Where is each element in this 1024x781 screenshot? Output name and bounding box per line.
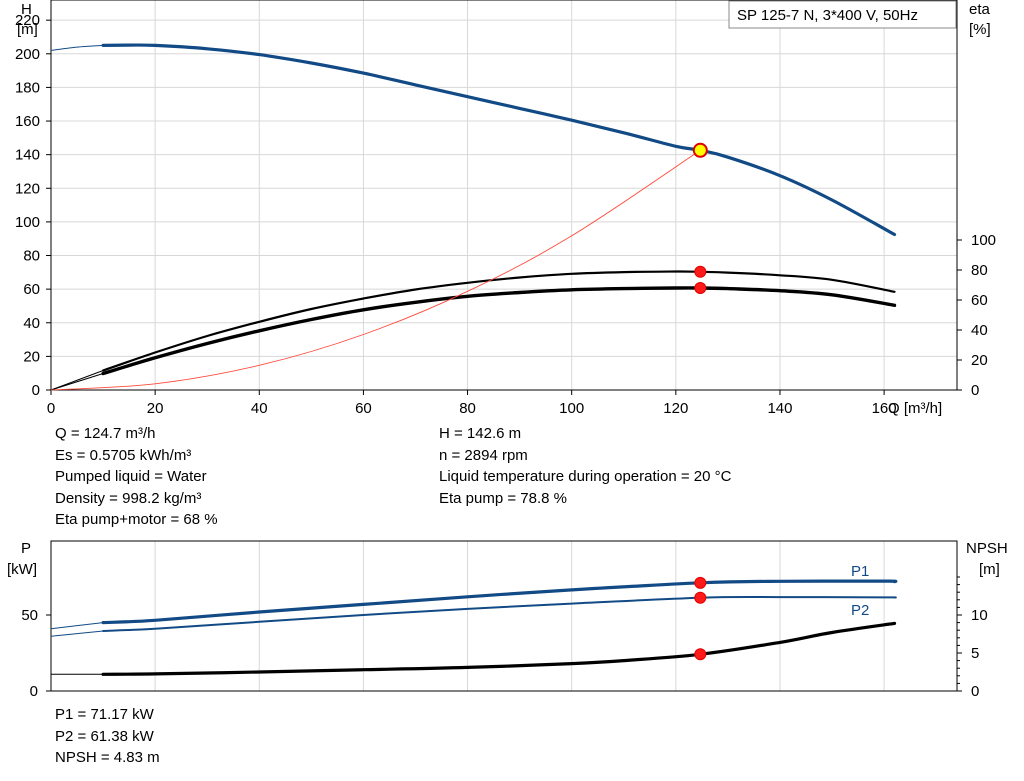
npsh-axis-unit: [m]: [979, 561, 1000, 578]
readout-pumped-liquid: Pumped liquid = Water: [55, 468, 207, 485]
flow-tick-label: 160: [872, 400, 897, 417]
readout-specific-energy: Es = 0.5705 kWh/m³: [55, 446, 192, 464]
power-chart-series: [50, 579, 898, 676]
eta-tick-label: 80: [971, 262, 988, 279]
head-chart-ticks: 0 20 40 60 80 100 120 140 160 0 20 40 60 80 100 120 140 1…: [15, 12, 996, 417]
eta-pump-motor-curve-extrapolated: [50, 373, 104, 391]
head-chart-grid: [50, 0, 957, 391]
power-tick-label: 50: [21, 607, 38, 624]
eta-tick-label: 20: [971, 352, 988, 369]
p1-curve-label: P1: [851, 563, 869, 580]
head-chart-frame: [50, 0, 958, 391]
power-tick-label: 0: [30, 683, 38, 700]
flow-axis-label: Q [m³/h]: [888, 400, 942, 417]
system-curve: [50, 149, 701, 391]
p2-curve: [102, 595, 897, 632]
head-chart-series: [50, 43, 897, 391]
npsh-tick-label: 10: [971, 607, 988, 624]
head-curve-extrapolated: [50, 44, 104, 51]
flow-tick-label: 80: [459, 400, 476, 417]
head-axis-label: H: [21, 1, 32, 18]
flow-tick-label: 120: [663, 400, 688, 417]
chart-title-box: [728, 0, 957, 29]
p1-curve: [101, 579, 898, 625]
flow-tick-label: 60: [355, 400, 372, 417]
readout-eta-pump: Eta pump = 78.8 %: [439, 489, 567, 507]
readout-bottom: P1 = 71.17 kW P2 = 61.38 kW NPSH = 4.83 …: [55, 704, 160, 769]
flow-tick-label: 20: [147, 400, 164, 417]
power-duty-point-marker: [694, 648, 707, 661]
readout-right: H = 142.6 m n = 2894 rpm Liquid temperat…: [439, 423, 731, 509]
flow-tick-label: 40: [251, 400, 268, 417]
readout-left: Q = 124.7 m³/h Es = 0.5705 kWh/m³ Pumped…: [55, 423, 218, 531]
power-axis-label: P: [21, 540, 31, 557]
p1-curve-extrapolated: [50, 622, 104, 630]
head-tick-label: 160: [15, 113, 40, 130]
npsh-tick-label: 0: [971, 683, 979, 700]
readout-npsh: NPSH = 4.83 m: [55, 749, 160, 766]
readout-density: Density = 998.2 kg/m³: [55, 489, 202, 507]
readout-head: H = 142.6 m: [439, 425, 522, 442]
flow-tick-label: 0: [47, 400, 55, 417]
head-tick-label: 220: [15, 12, 40, 29]
eta-axis-unit: [%]: [969, 21, 991, 38]
power-axis-unit: [kW]: [7, 561, 37, 578]
readout-flow: Q = 124.7 m³/h: [55, 425, 156, 442]
readout-eta-pump-motor: Eta pump+motor = 68 %: [55, 511, 218, 528]
chart-title: SP 125-7 N, 3*400 V, 50Hz: [737, 7, 918, 24]
flow-tick-label: 140: [767, 400, 792, 417]
eta-tick-label: 0: [971, 382, 979, 399]
head-tick-label: 0: [32, 382, 40, 399]
eta-tick-label: 60: [971, 292, 988, 309]
readout-p1: P1 = 71.17 kW: [55, 706, 154, 723]
p2-curve-label: P2: [851, 602, 869, 619]
npsh-axis-label: NPSH: [966, 540, 1008, 557]
power-chart-ticks: 0 50 0 5 10: [21, 576, 988, 700]
eta-tick-label: 100: [971, 232, 996, 249]
flow-tick-label: 100: [559, 400, 584, 417]
eta-axis-label: eta: [969, 1, 991, 18]
head-tick-label: 40: [23, 315, 40, 332]
readout-speed: n = 2894 rpm: [439, 446, 528, 464]
head-tick-label: 200: [15, 46, 40, 63]
power-chart-frame: [50, 540, 958, 692]
readout-p2: P2 = 61.38 kW: [55, 727, 154, 745]
head-tick-label: 60: [23, 281, 40, 298]
head-tick-label: 80: [23, 248, 40, 265]
eta-tick-label: 40: [971, 322, 988, 339]
eta-duty-point-marker: [694, 265, 707, 278]
eta-pump-motor-curve: [101, 286, 897, 376]
npsh-tick-label: 5: [971, 645, 979, 662]
head-tick-label: 120: [15, 180, 40, 197]
eta-pump-curve: [102, 270, 896, 372]
head-tick-label: 100: [15, 214, 40, 231]
p2-curve-extrapolated: [50, 630, 104, 637]
power-duty-point-marker: [694, 591, 707, 604]
head-curve: [101, 43, 897, 237]
head-axis-unit: [m]: [17, 21, 38, 38]
power-duty-point-marker: [694, 576, 707, 589]
head-tick-label: 20: [23, 348, 40, 365]
npsh-curve: [101, 621, 897, 676]
operating-points: [692, 142, 708, 661]
head-tick-label: 140: [15, 147, 40, 164]
eta-duty-point-marker: [694, 282, 707, 294]
readout-liquid-temperature: Liquid temperature during operation = 20…: [439, 468, 732, 485]
head-tick-label: 180: [15, 79, 40, 96]
duty-point-marker: [692, 142, 708, 158]
